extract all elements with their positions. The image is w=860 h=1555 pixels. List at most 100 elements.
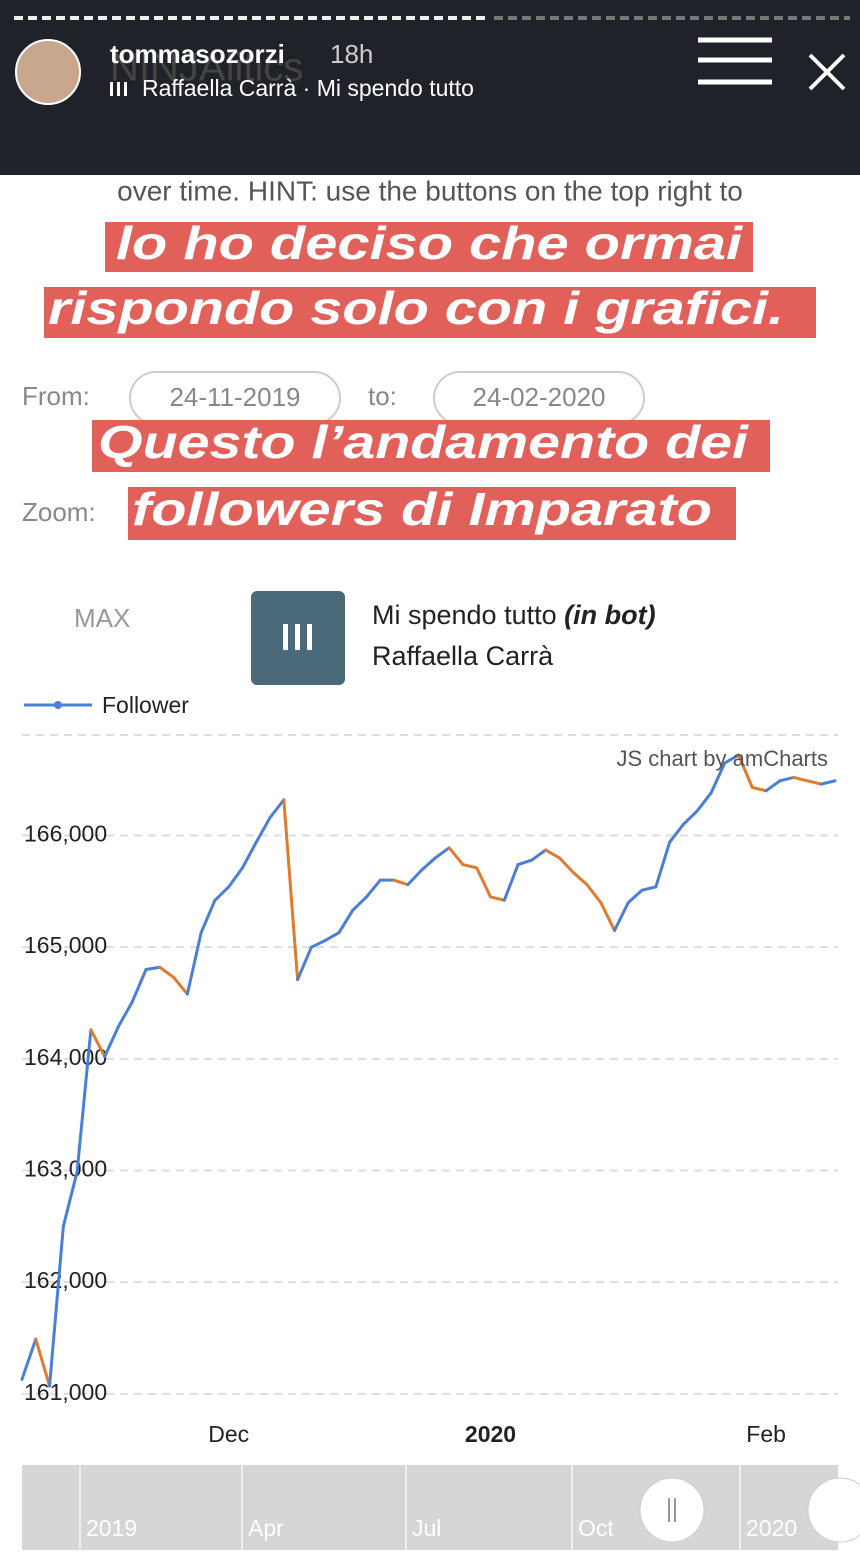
line-segment [34,1337,52,1388]
music[interactable]: Raffaella Carrà · Mi spendo tutto [142,75,474,101]
close-icon[interactable] [808,53,846,91]
hint: over time. HINT: use the buttons on the … [117,175,743,206]
caption: followers di Imparato [132,483,712,535]
line-segment [805,779,823,786]
legend-label[interactable]: Follower [102,692,189,718]
line-segment [447,846,465,867]
line-segment [268,798,286,820]
line-segment [213,885,231,902]
to-label: to: [368,381,397,411]
navigator-label: Apr [248,1515,284,1541]
zoom-option[interactable]: MAX [74,603,130,633]
y-tick-label: 162,000 [24,1267,107,1293]
plot: 161,000 162,000 163,000 164,000 165,000 166,0… [20,753,838,1447]
line-segment [764,779,782,793]
navigator-label: Oct [578,1515,614,1541]
y-tick-label: 163,000 [24,1156,107,1182]
line-segment [475,866,493,899]
line-segment [681,809,699,826]
watermark: JS chart by amCharts [616,746,828,771]
song-tag: (in bot) [564,600,655,630]
line-segment [571,870,589,887]
line-segment [158,965,176,979]
line-segment [89,1028,107,1059]
line-segment [240,840,258,870]
menu-icon[interactable] [698,37,772,85]
caption-box [105,222,753,272]
line-segment [20,1337,38,1381]
song-title: Mi spendo tutto [372,600,557,630]
line-segment [613,901,630,932]
line-segment [61,1170,79,1228]
line-segment [668,822,685,844]
line-segment [778,775,796,783]
line-segment [227,866,244,889]
line-segment [199,898,217,935]
line-segment [420,856,437,872]
line-segment [654,840,672,889]
time: 18h [330,39,373,69]
line-segment [557,856,575,874]
from-date[interactable]: 24-11-2019 [169,382,300,412]
zoom-label: Zoom: [22,497,96,527]
line-segment [351,895,368,912]
navigator-label: 2020 [746,1515,797,1541]
navigator-label: Jul [412,1515,441,1541]
line-segment [723,753,741,765]
music-icon [110,82,127,96]
line-segment [116,1000,134,1028]
line-segment [309,938,327,949]
username[interactable]: tommasozorzi [110,39,285,69]
x-tick-label: Feb [746,1421,786,1447]
navigator-handle[interactable] [807,1477,860,1543]
line-segment [364,878,382,899]
line-segment [792,775,809,783]
line-segment [406,868,424,887]
caption-box [128,487,736,540]
caption: rispondo solo con i grafici. [48,282,784,334]
line-segment [296,945,313,982]
navigator-label: 2019 [86,1515,137,1541]
from-label: From: [22,381,90,411]
x-tick-label: Dec [208,1421,249,1447]
song[interactable]: Mi spendo tutto (in bot) [372,600,656,630]
music-icon [283,624,312,650]
line-segment [502,863,520,902]
line-segment [516,858,534,867]
line-segment [144,965,162,971]
brand: NINJAlitics [110,46,303,90]
caption-box [92,420,770,472]
line-segment [626,888,644,904]
to-date[interactable]: 24-02-2020 [473,382,606,412]
caption: Questo l’andamento dei [98,416,750,468]
line-segment [48,1224,65,1388]
line-segment [103,1024,120,1059]
line-segment [282,798,300,982]
y-tick-label: 166,000 [24,821,107,847]
line-segment [640,885,658,892]
line-segment [585,883,603,904]
line-segment [737,753,754,789]
line-segment [489,895,506,902]
x-tick-label: 2020 [465,1421,516,1447]
line-segment [323,931,341,942]
line-segment [172,975,189,996]
line-segment [750,785,768,793]
y-tick-label: 164,000 [24,1044,107,1070]
line-segment [695,791,713,813]
line-segment [819,779,837,786]
line-segment [130,968,148,1004]
line-segment [461,863,479,870]
y-tick-label: 165,000 [24,932,107,958]
navigator-handle[interactable] [639,1477,705,1543]
line-segment [75,1028,93,1174]
line-segment [544,848,561,860]
line-segment [530,848,548,862]
line-segment [599,901,617,932]
line-segment [392,878,410,887]
line-segment [337,908,355,935]
line-segment [254,816,272,844]
artist[interactable]: Raffaella Carrà [372,641,554,671]
avatar[interactable] [15,39,81,105]
